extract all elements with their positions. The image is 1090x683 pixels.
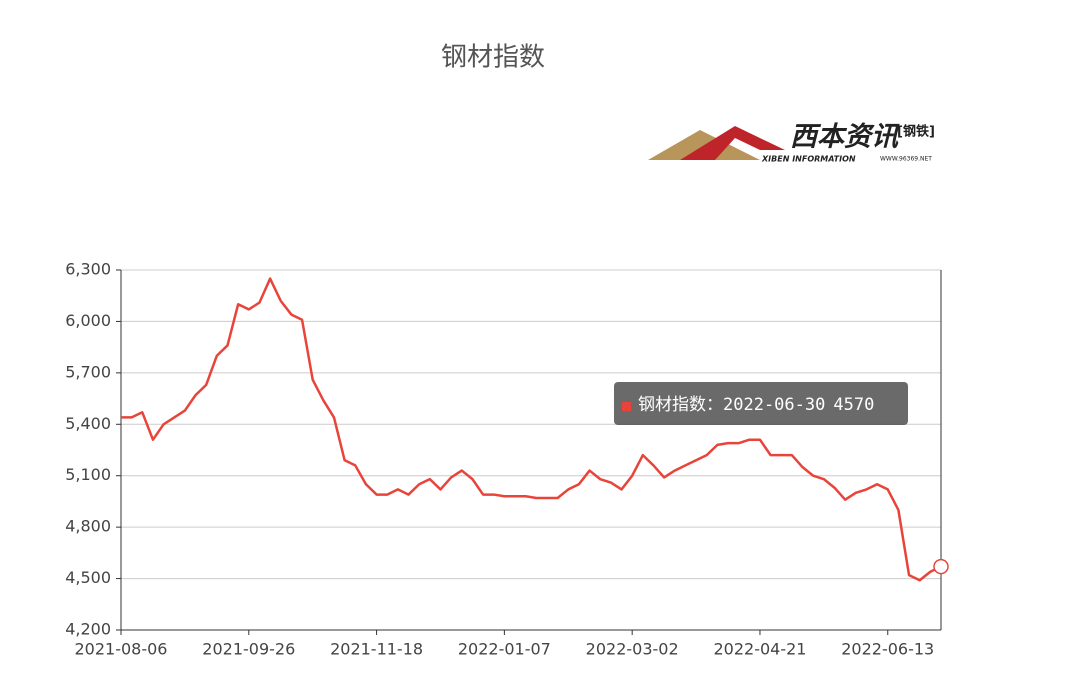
x-tick-label: 2022-04-21 — [713, 640, 806, 659]
y-tick-label: 5,700 — [65, 362, 111, 381]
y-tick-label: 4,500 — [65, 568, 111, 587]
x-tick-label: 2022-01-07 — [458, 640, 551, 659]
logo: 西本资讯 [钢铁] XIBEN INFORMATION WWW.96369.NE… — [648, 122, 935, 164]
x-tick-label: 2021-09-26 — [202, 640, 295, 659]
y-tick-label: 4,200 — [65, 620, 111, 639]
y-tick-label: 6,300 — [65, 260, 111, 279]
tooltip-separator: ： — [706, 395, 723, 415]
x-tick-label: 2022-06-13 — [841, 640, 934, 659]
y-tick-label: 4,800 — [65, 517, 111, 536]
y-tick-label: 5,100 — [65, 465, 111, 484]
logo-mountain — [648, 130, 760, 160]
logo-subtitle: XIBEN INFORMATION — [761, 155, 856, 164]
logo-name: 西本资讯 — [790, 122, 900, 153]
logo-url: WWW.96369.NET — [880, 156, 932, 163]
x-tick-label: 2021-08-06 — [75, 640, 168, 659]
y-tick-label: 5,400 — [65, 414, 111, 433]
tooltip-text: 钢材指数：2022-06-30 4570 — [638, 395, 874, 415]
tooltip-series: 钢材指数 — [638, 395, 706, 415]
logo-mountain — [680, 126, 785, 160]
tooltip-category: 2022-06-30 — [723, 395, 825, 415]
logo-tag: [钢铁] — [897, 124, 935, 140]
tooltip-value: 4570 — [833, 395, 874, 415]
hover-point — [933, 558, 949, 575]
y-tick-label: 6,000 — [65, 311, 111, 330]
tooltip-swatch — [622, 402, 631, 411]
chart-title: 钢材指数 — [441, 43, 545, 73]
line — [121, 277, 942, 582]
x-tick-label: 2022-03-02 — [586, 640, 679, 659]
tooltip: 钢材指数：2022-06-30 4570 — [614, 382, 908, 425]
x-tick-label: 2021-11-18 — [330, 640, 423, 659]
tooltip-box — [614, 382, 908, 425]
